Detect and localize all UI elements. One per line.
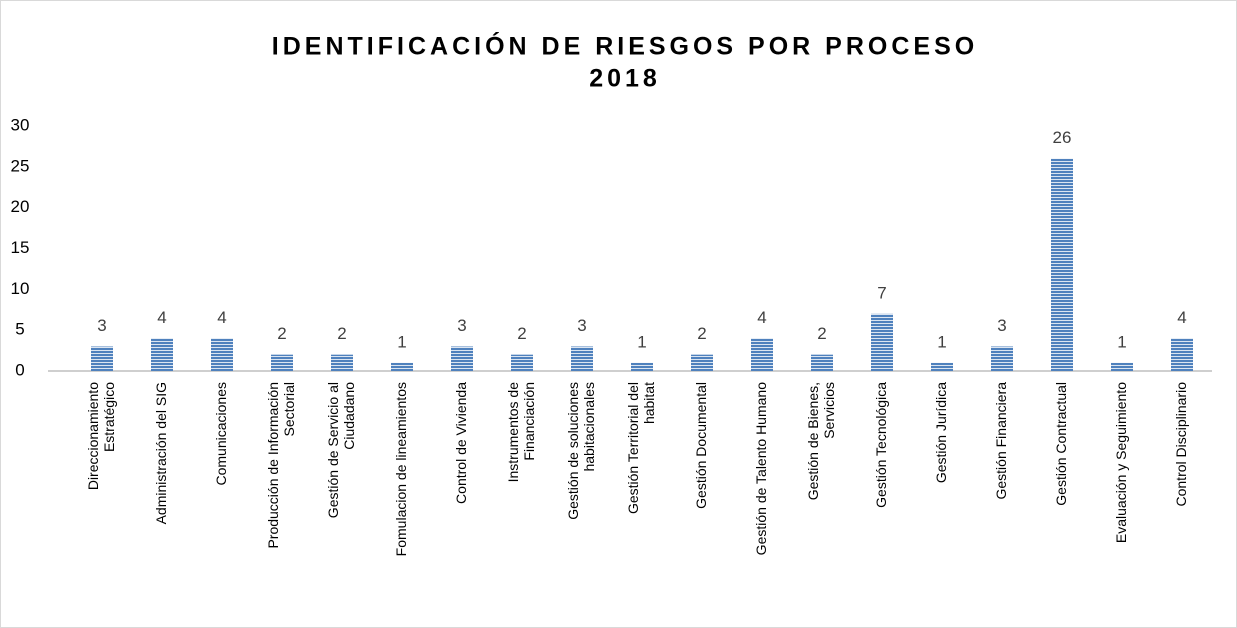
x-tick-label: Control de Vivienda xyxy=(453,382,469,504)
value-label: 2 xyxy=(517,324,526,343)
value-label: 1 xyxy=(937,332,946,351)
y-tick-label: 25 xyxy=(11,156,30,175)
bar xyxy=(391,362,413,371)
x-tick-label: Gestión de Bienes,Servicios xyxy=(805,382,837,500)
bar xyxy=(991,346,1013,371)
value-label: 2 xyxy=(697,324,706,343)
x-tick-label: Gestión de solucioneshabitacionales xyxy=(565,382,597,520)
y-tick-label: 0 xyxy=(15,360,24,379)
bar xyxy=(151,338,173,371)
bar xyxy=(691,354,713,371)
value-label: 4 xyxy=(157,308,166,327)
value-label: 4 xyxy=(757,308,766,327)
bar xyxy=(271,354,293,371)
value-label: 3 xyxy=(457,316,466,335)
y-tick-label: 15 xyxy=(11,238,30,257)
bar xyxy=(631,362,653,371)
value-label: 3 xyxy=(97,316,106,335)
y-tick-label: 5 xyxy=(15,320,24,339)
y-tick-label: 20 xyxy=(11,197,30,216)
value-label: 2 xyxy=(817,324,826,343)
x-tick-label: Fomulacion de lineamientos xyxy=(393,382,409,556)
value-label: 4 xyxy=(1177,308,1186,327)
chart-title: IDENTIFICACIÓN DE RIESGOS POR PROCESO xyxy=(272,31,978,61)
bar xyxy=(511,354,533,371)
value-label: 26 xyxy=(1053,128,1072,147)
bar xyxy=(91,346,113,371)
x-tick-label: Instrumentos deFinanciación xyxy=(505,382,537,483)
value-label: 3 xyxy=(577,316,586,335)
x-tick-label: DireccionamientoEstratégico xyxy=(85,382,117,490)
x-tick-label: Gestión Territorial delhabitat xyxy=(625,382,657,514)
bar xyxy=(451,346,473,371)
value-label: 4 xyxy=(217,308,226,327)
bar xyxy=(1051,158,1073,371)
x-tick-label: Producción de InformaciónSectorial xyxy=(265,382,297,549)
bar xyxy=(751,338,773,371)
value-label: 2 xyxy=(337,324,346,343)
bar xyxy=(331,354,353,371)
bar xyxy=(1111,362,1133,371)
value-label: 1 xyxy=(637,332,646,351)
bar xyxy=(211,338,233,371)
bar xyxy=(931,362,953,371)
x-tick-label: Evaluación y Seguimiento xyxy=(1113,382,1129,543)
x-tick-label: Gestión Documental xyxy=(693,382,709,509)
y-tick-label: 30 xyxy=(11,115,30,134)
x-tick-label: Comunicaciones xyxy=(213,382,229,486)
chart-title: 2018 xyxy=(589,65,661,93)
x-tick-label: Gestión de Servicio alCiudadano xyxy=(325,382,357,518)
x-tick-label: Gestión Tecnológica xyxy=(873,382,889,508)
x-tick-label: Gestión Contractual xyxy=(1053,382,1069,506)
x-tick-label: Gestión Financiera xyxy=(993,382,1009,500)
bar xyxy=(871,313,893,371)
x-tick-label: Administración del SIG xyxy=(153,382,169,524)
value-label: 2 xyxy=(277,324,286,343)
value-label: 1 xyxy=(1117,332,1126,351)
y-tick-label: 10 xyxy=(11,279,30,298)
x-tick-label: Control Disciplinario xyxy=(1173,382,1189,507)
bar xyxy=(811,354,833,371)
bar xyxy=(1171,338,1193,371)
x-tick-label: Gestión de Talento Humano xyxy=(753,382,769,556)
value-label: 3 xyxy=(997,316,1006,335)
x-tick-label: Gestión Jurídica xyxy=(933,382,949,483)
value-label: 7 xyxy=(877,283,886,302)
value-label: 1 xyxy=(397,332,406,351)
bar xyxy=(571,346,593,371)
